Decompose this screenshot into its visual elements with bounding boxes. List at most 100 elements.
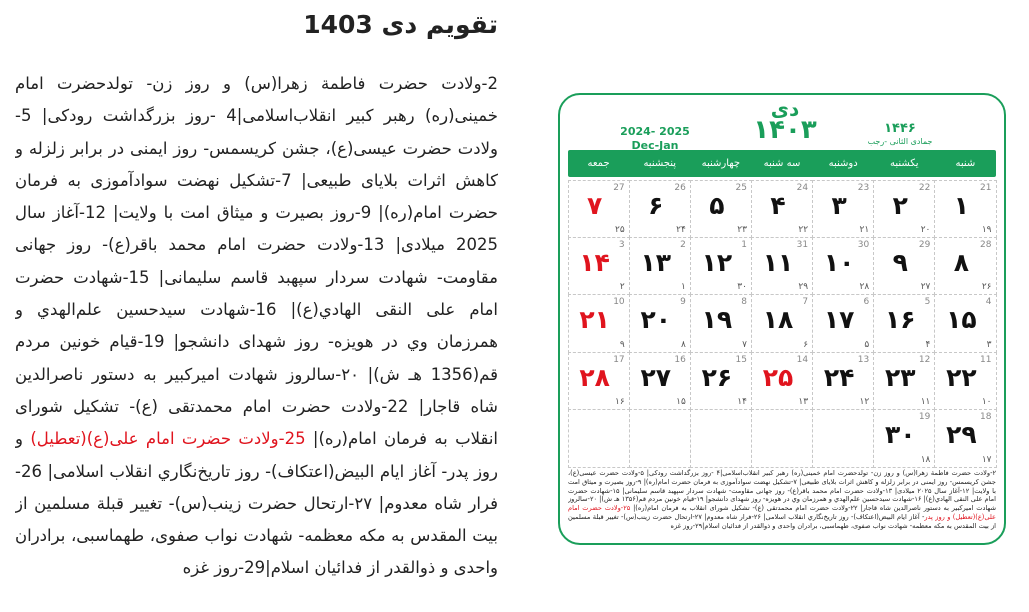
persian-day: ۲۵ bbox=[762, 362, 794, 392]
hijri-day: ۵ bbox=[864, 339, 870, 350]
day-cell: 1 ۱۲ ۳۰ bbox=[689, 236, 752, 296]
text-span: 25-ولادت حضرت امام علی(ع)(تعطیل) bbox=[30, 429, 306, 449]
gregorian-day: 11 bbox=[980, 354, 992, 365]
text-span: 2-ولادت حضرت فاطمة زهرا(س) و روز زن- تول… bbox=[15, 74, 498, 449]
persian-day: ۱۲ bbox=[701, 247, 733, 277]
calendar-image: دی ۱۴۰۳ 2024- 2025 Dec-Jan ۱۴۴۶ جمادی ال… bbox=[558, 93, 1006, 545]
persian-day: ۱ bbox=[953, 190, 970, 220]
day-cell: 2 ۱۳ ۱ bbox=[628, 236, 691, 296]
hijri-day: ۲۸ bbox=[859, 282, 870, 293]
hijri-day: ۱۲ bbox=[859, 397, 870, 408]
day-cell: 6 ۱۷ ۵ bbox=[812, 294, 875, 353]
gregorian-day: 15 bbox=[735, 354, 747, 365]
weekday: پنجشنبه bbox=[643, 158, 677, 169]
day-cell: 15 ۲۶ ۱۴ bbox=[689, 351, 752, 411]
persian-day: ۲۸ bbox=[579, 362, 610, 392]
day-cell: 17 ۲۸ ۱۶ bbox=[567, 351, 630, 411]
weekday: چهارشنبه bbox=[701, 158, 741, 169]
hijri-months: جمادی الثانی -رجب bbox=[867, 137, 933, 146]
gregorian-day: 26 bbox=[674, 182, 686, 193]
day-cell: 18 ۲۹ ۱۷ bbox=[934, 409, 997, 468]
persian-day: ۱۳ bbox=[640, 247, 671, 277]
day-cell: 3 ۱۴ ۲ bbox=[567, 236, 630, 296]
day-cell: 25 ۵ ۲۳ bbox=[689, 179, 752, 238]
day-cell bbox=[812, 409, 875, 468]
persian-day: ۲۱ bbox=[579, 305, 610, 335]
hijri-day: ۹ bbox=[619, 339, 625, 350]
day-cell: 27 ۷ ۲۵ bbox=[567, 179, 630, 238]
day-cell bbox=[628, 409, 691, 468]
hijri-year: ۱۴۴۶ bbox=[884, 121, 916, 136]
persian-day: ۹ bbox=[892, 247, 908, 277]
persian-day: ۱۶ bbox=[885, 305, 916, 335]
weekday: دوشنبه bbox=[828, 158, 858, 169]
day-cell: 19 ۳۰ ۱۸ bbox=[873, 409, 936, 468]
day-cell: 13 ۲۴ ۱۲ bbox=[812, 351, 875, 411]
hijri-day: ۲۹ bbox=[798, 282, 809, 293]
persian-day: ۲۳ bbox=[885, 362, 916, 392]
gregorian-day: 14 bbox=[796, 354, 809, 365]
gregorian-months: Dec-Jan bbox=[631, 139, 679, 152]
day-cell: 7 ۱۸ ۶ bbox=[750, 294, 814, 353]
hijri-day: ۲۳ bbox=[737, 224, 747, 235]
hijri-day: ۱۴ bbox=[737, 397, 747, 408]
hijri-day: ۲۲ bbox=[798, 224, 809, 235]
hijri-day: ۲۶ bbox=[981, 282, 992, 293]
persian-day: ۸ bbox=[953, 247, 970, 277]
calendar-notes: ۲-ولادت حضرت فاطمة زهرا(س) و روز زن- تول… bbox=[568, 469, 996, 541]
text-span: - آغاز ایام البیض(اعتکاف)- روز تاریخ‌نگا… bbox=[568, 512, 996, 530]
hijri-day: ۲۱ bbox=[859, 224, 870, 235]
day-grid: 21 ۱ ۱۹ 22 ۲ ۲۰ 23 ۳ ۲۱ 24 ۴ ۲۲ 25 ۵ ۲۳ 26 ۶ ۲۴ 27 ۷ ۲۵ 28 ۸ ۲۶… bbox=[567, 179, 997, 468]
text-span: ۲۵-ولادت حضرت امام علی(ع)(تعطیل) و روز پ… bbox=[568, 504, 996, 521]
weekday: سه شنبه bbox=[763, 158, 801, 169]
gregorian-day: 2 bbox=[680, 239, 686, 250]
hijri-day: ۲۵ bbox=[614, 224, 625, 235]
day-cell: 22 ۲ ۲۰ bbox=[873, 179, 936, 238]
day-cell: 29 ۹ ۲۷ bbox=[873, 236, 936, 296]
persian-day: ۳ bbox=[831, 190, 847, 220]
persian-day: ۲ bbox=[892, 190, 908, 220]
weekday: شنبه bbox=[955, 158, 976, 169]
hijri-day: ۲۰ bbox=[920, 224, 931, 235]
persian-day: ۲۰ bbox=[640, 305, 671, 335]
gregorian-day: 6 bbox=[863, 297, 870, 308]
persian-day: ۶ bbox=[648, 190, 664, 220]
day-cell: 16 ۲۷ ۱۵ bbox=[628, 351, 691, 411]
gregorian-day: 13 bbox=[857, 354, 870, 365]
month-name: دی bbox=[770, 97, 800, 121]
day-cell: 10 ۲۱ ۹ bbox=[567, 294, 630, 353]
article-text: 2-ولادت حضرت فاطمة زهرا(س) و روز زن- تول… bbox=[15, 68, 498, 608]
gregorian-day: 10 bbox=[613, 297, 625, 308]
hijri-day: ۱۰ bbox=[981, 397, 992, 408]
persian-day: ۱۵ bbox=[946, 305, 977, 335]
day-cell: 14 ۲۵ ۱۳ bbox=[750, 351, 814, 411]
persian-day: ۱۱ bbox=[762, 247, 794, 277]
gregorian-day: 9 bbox=[680, 297, 686, 308]
gregorian-years: 2024- 2025 bbox=[620, 125, 690, 138]
gregorian-day: 29 bbox=[918, 239, 931, 250]
hijri-day: ۲۴ bbox=[676, 224, 686, 235]
persian-day: ۲۷ bbox=[640, 362, 671, 392]
hijri-day: ۴ bbox=[925, 339, 931, 350]
day-cell bbox=[689, 409, 752, 468]
persian-day: ۵ bbox=[709, 190, 725, 220]
persian-day: ۱۷ bbox=[823, 305, 855, 335]
day-cell: 4 ۱۵ ۳ bbox=[934, 294, 997, 353]
gregorian-day: 19 bbox=[918, 412, 931, 423]
day-cell: 28 ۸ ۲۶ bbox=[934, 236, 997, 296]
gregorian-day: 5 bbox=[924, 297, 931, 308]
hijri-day: ۱۱ bbox=[920, 397, 931, 408]
gregorian-day: 21 bbox=[980, 182, 992, 193]
persian-day: ۲۲ bbox=[946, 362, 977, 392]
persian-day: ۱۹ bbox=[701, 305, 733, 335]
day-cell: 5 ۱۶ ۴ bbox=[873, 294, 936, 353]
hijri-day: ۱۶ bbox=[614, 397, 625, 408]
gregorian-day: 28 bbox=[980, 239, 992, 250]
gregorian-day: 16 bbox=[674, 354, 686, 365]
persian-day: ۷ bbox=[586, 190, 603, 220]
hijri-day: ۱۵ bbox=[676, 397, 686, 408]
persian-day: ۱۴ bbox=[579, 247, 610, 277]
gregorian-day: 3 bbox=[618, 239, 625, 250]
persian-day: ۲۹ bbox=[946, 420, 977, 450]
gregorian-day: 31 bbox=[796, 239, 809, 250]
